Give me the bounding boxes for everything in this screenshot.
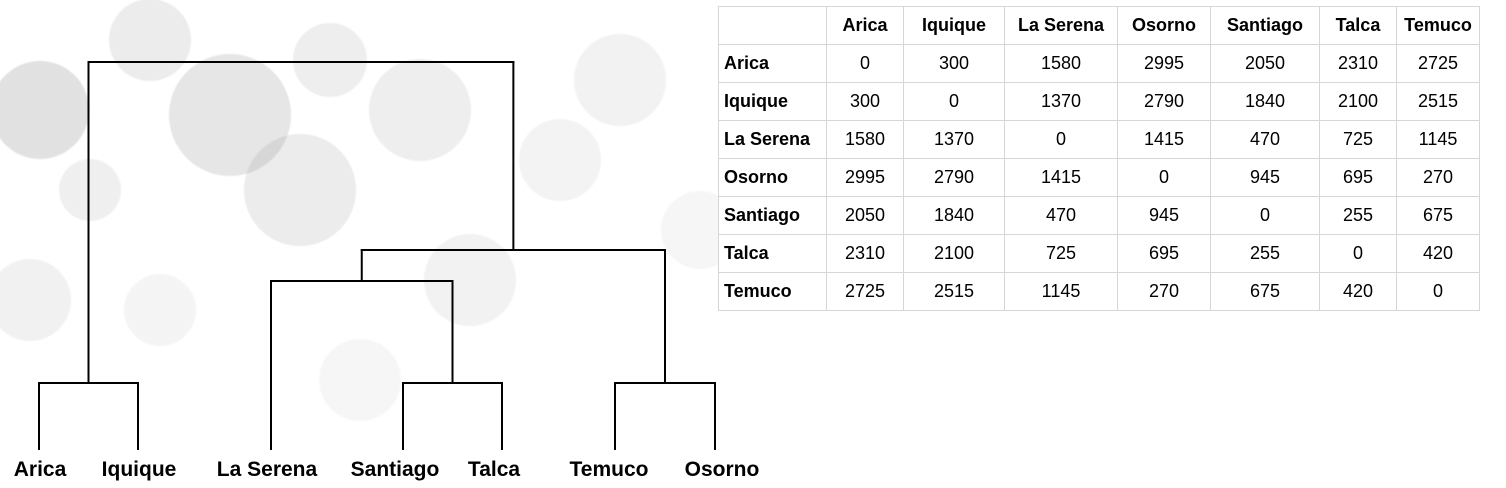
table-cell: 945 [1210,158,1320,197]
row-header: Iquique [718,82,827,121]
leaf-label-temuco: Temuco [569,458,649,481]
table-cell: 0 [1210,196,1320,235]
table-cell: 2050 [826,196,904,235]
column-header: Temuco [1396,6,1480,45]
table-cell: 2310 [1319,44,1397,83]
table-cell: 300 [903,44,1005,83]
table-cell: 270 [1117,272,1211,311]
table-cell: 725 [1319,120,1397,159]
leaf-label-la-serena: La Serena [216,458,318,481]
table-cell: 420 [1319,272,1397,311]
row-header: Talca [718,234,827,273]
table-cell: 695 [1117,234,1211,273]
table-cell: 675 [1396,196,1480,235]
table-cell: 2790 [903,158,1005,197]
table-row: Arica 0 300 1580 2995 2050 2310 2725 [718,44,1480,83]
table-cell: 2725 [826,272,904,311]
table-cell: 0 [903,82,1005,121]
column-header: La Serena [1004,6,1118,45]
table-cell: 1580 [826,120,904,159]
row-header: Osorno [718,158,827,197]
table-cell: 1145 [1004,272,1118,311]
row-header: La Serena [718,120,827,159]
table-cell: 725 [1004,234,1118,273]
table-corner-cell [718,6,827,45]
table-cell: 2995 [1117,44,1211,83]
table-cell: 1840 [903,196,1005,235]
table-cell: 2790 [1117,82,1211,121]
row-header: Santiago [718,196,827,235]
leaf-label-osorno: Osorno [684,458,760,481]
table-row: Santiago 2050 1840 470 945 0 255 675 [718,196,1480,235]
column-header: Santiago [1210,6,1320,45]
table-cell: 2310 [826,234,904,273]
table-cell: 270 [1396,158,1480,197]
table-cell: 2725 [1396,44,1480,83]
table-cell: 470 [1004,196,1118,235]
table-cell: 1370 [903,120,1005,159]
table-cell: 0 [1396,272,1480,311]
table-cell: 945 [1117,196,1211,235]
table-cell: 2100 [1319,82,1397,121]
table-row: Temuco 2725 2515 1145 270 675 420 0 [718,272,1480,311]
table-row: Talca 2310 2100 725 695 255 0 420 [718,234,1480,273]
table-cell: 470 [1210,120,1320,159]
table-row: La Serena 1580 1370 0 1415 470 725 1145 [718,120,1480,159]
table-header-row: Arica Iquique La Serena Osorno Santiago … [718,6,1480,45]
table-cell: 1370 [1004,82,1118,121]
table-row: Iquique 300 0 1370 2790 1840 2100 2515 [718,82,1480,121]
table-cell: 2515 [1396,82,1480,121]
table-cell: 1145 [1396,120,1480,159]
leaf-label-iquique: Iquique [101,458,177,481]
table-cell: 255 [1319,196,1397,235]
leaf-label-santiago: Santiago [350,458,440,481]
table-cell: 2050 [1210,44,1320,83]
table-cell: 420 [1396,234,1480,273]
table-row: Osorno 2995 2790 1415 0 945 695 270 [718,158,1480,197]
table-cell: 1580 [1004,44,1118,83]
row-header: Arica [718,44,827,83]
table-cell: 2100 [903,234,1005,273]
table-cell: 695 [1319,158,1397,197]
table-cell: 1415 [1004,158,1118,197]
table-cell: 0 [826,44,904,83]
column-header: Talca [1319,6,1397,45]
leaf-label-talca: Talca [467,458,521,481]
column-header: Iquique [903,6,1005,45]
table-cell: 2995 [826,158,904,197]
column-header: Osorno [1117,6,1211,45]
table-cell: 1840 [1210,82,1320,121]
column-header: Arica [826,6,904,45]
table-cell: 0 [1319,234,1397,273]
dendrogram [38,61,716,450]
table-cell: 0 [1004,120,1118,159]
distance-matrix-table: Arica Iquique La Serena Osorno Santiago … [718,6,1480,311]
row-header: Temuco [718,272,827,311]
table-cell: 300 [826,82,904,121]
table-cell: 0 [1117,158,1211,197]
table-cell: 2515 [903,272,1005,311]
table-cell: 255 [1210,234,1320,273]
table-cell: 675 [1210,272,1320,311]
table-cell: 1415 [1117,120,1211,159]
leaf-label-arica: Arica [13,458,67,481]
